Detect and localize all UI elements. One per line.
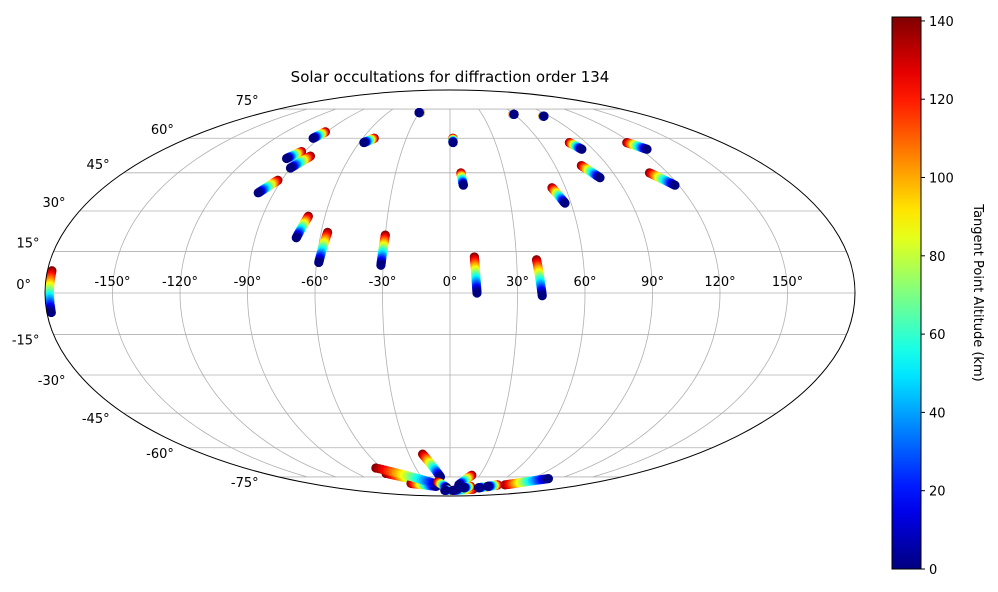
longitude-tick-labels: -150° -120° -90° -60° -30° 0° 30° 60° 90° 120° 150… xyxy=(94,275,803,290)
colorbar-tick-label: 20 xyxy=(929,485,946,500)
track-point xyxy=(440,485,450,495)
track-point xyxy=(308,133,318,143)
colorbar-ticks: 0 20 40 60 80 100 120 140 xyxy=(921,15,954,578)
track-point xyxy=(414,107,424,118)
meridian-line xyxy=(179,108,336,478)
occultation-track xyxy=(414,107,425,118)
meridian-line xyxy=(592,108,788,478)
track-point xyxy=(314,257,324,268)
occultation-track xyxy=(508,109,519,119)
occultation-track xyxy=(531,255,547,301)
occultation-track xyxy=(308,127,331,143)
longitude-tick-label: 0° xyxy=(443,275,458,290)
track-point xyxy=(539,111,549,121)
occultation-track xyxy=(500,474,554,490)
meridian-line xyxy=(112,108,308,478)
colorbar-tick-label: 0 xyxy=(929,563,937,578)
latitude-tick-label: 0° xyxy=(16,278,31,293)
meridian-line xyxy=(382,108,422,478)
longitude-tick-label: -60° xyxy=(301,275,329,290)
chart-title: Solar occultations for diffraction order… xyxy=(291,68,610,86)
longitude-tick-label: 30° xyxy=(506,275,529,290)
longitude-tick-label: 120° xyxy=(704,275,735,290)
track-point xyxy=(459,483,469,493)
colorbar-tick-label: 100 xyxy=(929,172,954,187)
latitude-tick-label: -60° xyxy=(146,447,174,462)
track-point xyxy=(483,481,493,491)
latitude-tick-label: -75° xyxy=(231,476,259,491)
occultation-track xyxy=(253,175,283,198)
track-point xyxy=(46,307,56,318)
longitude-tick-label: 150° xyxy=(772,275,803,290)
meridian-line xyxy=(535,108,653,478)
longitude-tick-label: -120° xyxy=(162,275,198,290)
map-outline xyxy=(44,89,856,497)
track-point xyxy=(448,137,458,148)
occultation-track xyxy=(376,230,390,270)
track-point xyxy=(472,288,482,298)
latitude-tick-label: -30° xyxy=(38,374,66,389)
latitude-tick-label: -45° xyxy=(82,412,110,427)
track-point xyxy=(560,198,570,208)
latitude-tick-label: -15° xyxy=(12,334,40,349)
occultation-track xyxy=(44,266,57,318)
occultation-track xyxy=(456,168,468,190)
track-point xyxy=(595,173,605,183)
occultation-track xyxy=(359,133,379,148)
longitude-tick-label: -150° xyxy=(94,275,130,290)
track-point xyxy=(473,483,484,493)
latitude-tick-label: 75° xyxy=(236,94,259,109)
occultation-track xyxy=(314,227,333,268)
meridian-line xyxy=(314,108,394,478)
latitude-tick-label: 60° xyxy=(151,123,174,138)
colorbar-tick-label: 120 xyxy=(929,93,954,108)
track-point xyxy=(577,144,587,154)
track-point xyxy=(509,109,519,119)
colorbar-tick-label: 140 xyxy=(929,15,954,30)
occultation-track xyxy=(448,133,458,148)
occultation-track xyxy=(469,252,482,298)
occultation-track xyxy=(547,183,570,208)
track-point xyxy=(281,153,292,164)
grid xyxy=(45,108,855,478)
longitude-tick-label: -90° xyxy=(234,275,262,290)
meridian-line xyxy=(506,108,586,478)
occultation-track xyxy=(291,211,313,243)
latitude-tick-label: 15° xyxy=(17,236,40,251)
occultation-track xyxy=(644,168,680,190)
colorbar-label: Tangent Point Altitude (km) xyxy=(970,203,985,381)
occultation-track xyxy=(285,151,316,173)
colorbar xyxy=(891,16,922,570)
latitude-tick-label: 45° xyxy=(87,158,110,173)
occultation-track xyxy=(538,111,549,121)
occultation-track xyxy=(281,146,307,164)
track-point xyxy=(458,180,468,190)
occultation-track xyxy=(564,137,587,154)
meridian-line xyxy=(478,108,518,478)
track-point xyxy=(359,137,369,148)
track-point xyxy=(537,291,547,301)
longitude-tick-label: -30° xyxy=(369,275,397,290)
colorbar-tick-label: 60 xyxy=(929,328,946,343)
track-point xyxy=(376,260,386,270)
occultation-tracks xyxy=(44,107,680,495)
occultation-track xyxy=(576,160,605,183)
track-point xyxy=(670,180,680,190)
track-point xyxy=(291,233,301,243)
track-point xyxy=(543,474,554,484)
colorbar-tick-label: 40 xyxy=(929,406,946,421)
occultation-track xyxy=(622,137,652,154)
colorbar-tick-label: 80 xyxy=(929,250,946,265)
occultation-track xyxy=(483,480,503,491)
latitude-tick-label: 30° xyxy=(42,196,65,211)
track-point xyxy=(285,163,296,173)
occultation-track xyxy=(459,481,476,493)
longitude-tick-label: 90° xyxy=(641,275,664,290)
longitude-tick-label: 60° xyxy=(573,275,596,290)
track-point xyxy=(642,144,652,154)
latitude-tick-labels: -75° -60° -45° -30° -15° 0° 15° 30° 45° 60° 75° xyxy=(12,94,259,491)
track-point xyxy=(253,188,263,198)
